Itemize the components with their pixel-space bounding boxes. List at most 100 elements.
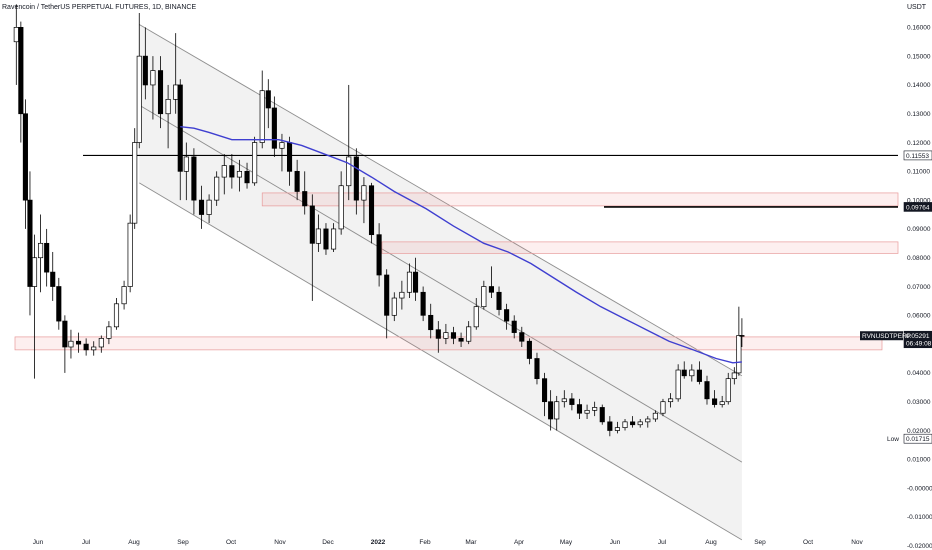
candle-body: [31, 257, 38, 287]
candle-body: [399, 291, 405, 299]
candle-body: [22, 113, 28, 201]
candle-body: [75, 340, 82, 345]
candle-body: [607, 421, 613, 431]
candle-body: [173, 84, 179, 100]
candle-body: [191, 156, 197, 201]
candle-body: [496, 291, 502, 310]
x-tick-label: Nov: [851, 539, 863, 546]
channel-fill: [139, 24, 742, 540]
candle-body: [127, 222, 133, 287]
candle-body: [473, 306, 479, 328]
x-tick-label: Sep: [754, 539, 766, 546]
candle-body: [338, 185, 344, 230]
candle-body: [428, 314, 434, 331]
candle-body: [561, 398, 567, 403]
candle-body: [645, 418, 651, 423]
candle-body: [183, 156, 189, 172]
candle-body: [331, 228, 337, 250]
candle-body: [132, 142, 138, 224]
candle-body: [391, 297, 397, 316]
candle-body: [259, 90, 265, 143]
y-tick-label: 0.12000: [907, 140, 931, 147]
y-tick-label: 0.09000: [907, 226, 931, 233]
candle-body: [542, 378, 548, 403]
x-tick-label: Sep: [177, 539, 189, 546]
candle-body: [652, 412, 658, 420]
y-axis-unit: USDT: [907, 4, 927, 11]
candle-body: [236, 170, 242, 178]
candle-body: [376, 234, 382, 276]
candle-body: [412, 271, 419, 293]
y-tick-label: -0.01000: [907, 514, 932, 521]
candle-body: [229, 165, 235, 178]
candle-body: [731, 372, 737, 380]
candle-body: [630, 421, 636, 426]
x-tick-label: Apr: [514, 539, 525, 546]
chart-title: Ravencoin / TetherUS PERPETUAL FUTURES, …: [2, 4, 197, 11]
candle-body: [198, 199, 205, 215]
candle-body: [739, 335, 745, 337]
supply-zone-3: [14, 336, 883, 351]
candle-body: [150, 70, 156, 86]
candle-body: [511, 320, 517, 333]
candle-body: [569, 398, 575, 405]
symbol-tag-label: RVNUSDTPERP: [862, 333, 911, 340]
candle-body: [704, 381, 710, 400]
y-tick-label: -0.00000: [907, 485, 932, 492]
x-tick-label: Nov: [274, 539, 286, 546]
y-tick-label: 0.11000: [907, 169, 930, 176]
candle-body: [592, 407, 598, 411]
candle-body: [279, 142, 285, 149]
candle-body: [38, 242, 44, 259]
x-tick-label: 2022: [371, 539, 386, 546]
candle-body: [361, 185, 367, 201]
price-tag-label: 0.01715: [906, 436, 930, 443]
y-tick-label: 0.07000: [907, 284, 931, 291]
candle-body: [681, 369, 687, 377]
y-tick-label: 0.04000: [907, 370, 931, 377]
price-tag-box: [903, 338, 932, 349]
low-label: Low: [887, 436, 899, 443]
price-tag-box: [903, 202, 932, 212]
candle-body: [18, 27, 24, 115]
candle-body: [488, 286, 494, 293]
candle-body: [637, 421, 643, 426]
candle-body: [121, 286, 127, 305]
x-tick-label: Mar: [465, 539, 477, 546]
candle-body: [584, 409, 590, 414]
candle-body: [315, 228, 321, 244]
candle-body: [286, 142, 293, 172]
candle-body: [725, 378, 731, 403]
channel-upper-line: [139, 24, 743, 377]
candle-body: [614, 427, 620, 431]
candle-body: [136, 55, 142, 143]
zones-layer: [14, 192, 899, 351]
candle-body: [206, 199, 212, 215]
candle-body: [68, 340, 74, 348]
moving-average-line: [180, 126, 742, 364]
y-axis: 0.16000 0.15000 0.14000 0.13000 0.12000 0.110…: [907, 25, 932, 550]
y-tick-label: 0.02000: [907, 428, 931, 435]
candle-body: [252, 142, 258, 184]
x-tick-label: Oct: [226, 539, 236, 546]
channel-lower-line: [139, 182, 743, 541]
price-tag-label: 0.11553: [906, 153, 929, 160]
x-axis: Jun Jul Aug Sep Oct Nov Dec 2022 Feb Mar Apr May Jun…: [33, 539, 864, 546]
y-tick-label: 0.16000: [907, 25, 931, 32]
candle-body: [599, 407, 605, 423]
candle-body: [157, 70, 164, 115]
candle-body: [504, 309, 510, 322]
candle-body: [13, 27, 19, 43]
candle-body: [309, 205, 315, 244]
candle-body: [554, 401, 560, 420]
candle-body: [50, 271, 56, 287]
price-tag-box: [903, 150, 932, 161]
y-tick-label: 0.15000: [907, 53, 931, 60]
candle-body: [622, 421, 628, 428]
candle-body: [221, 165, 227, 178]
candle-body: [27, 199, 33, 287]
x-tick-label: Dec: [322, 539, 334, 546]
candle-body: [736, 335, 742, 374]
candle-body: [294, 170, 300, 192]
